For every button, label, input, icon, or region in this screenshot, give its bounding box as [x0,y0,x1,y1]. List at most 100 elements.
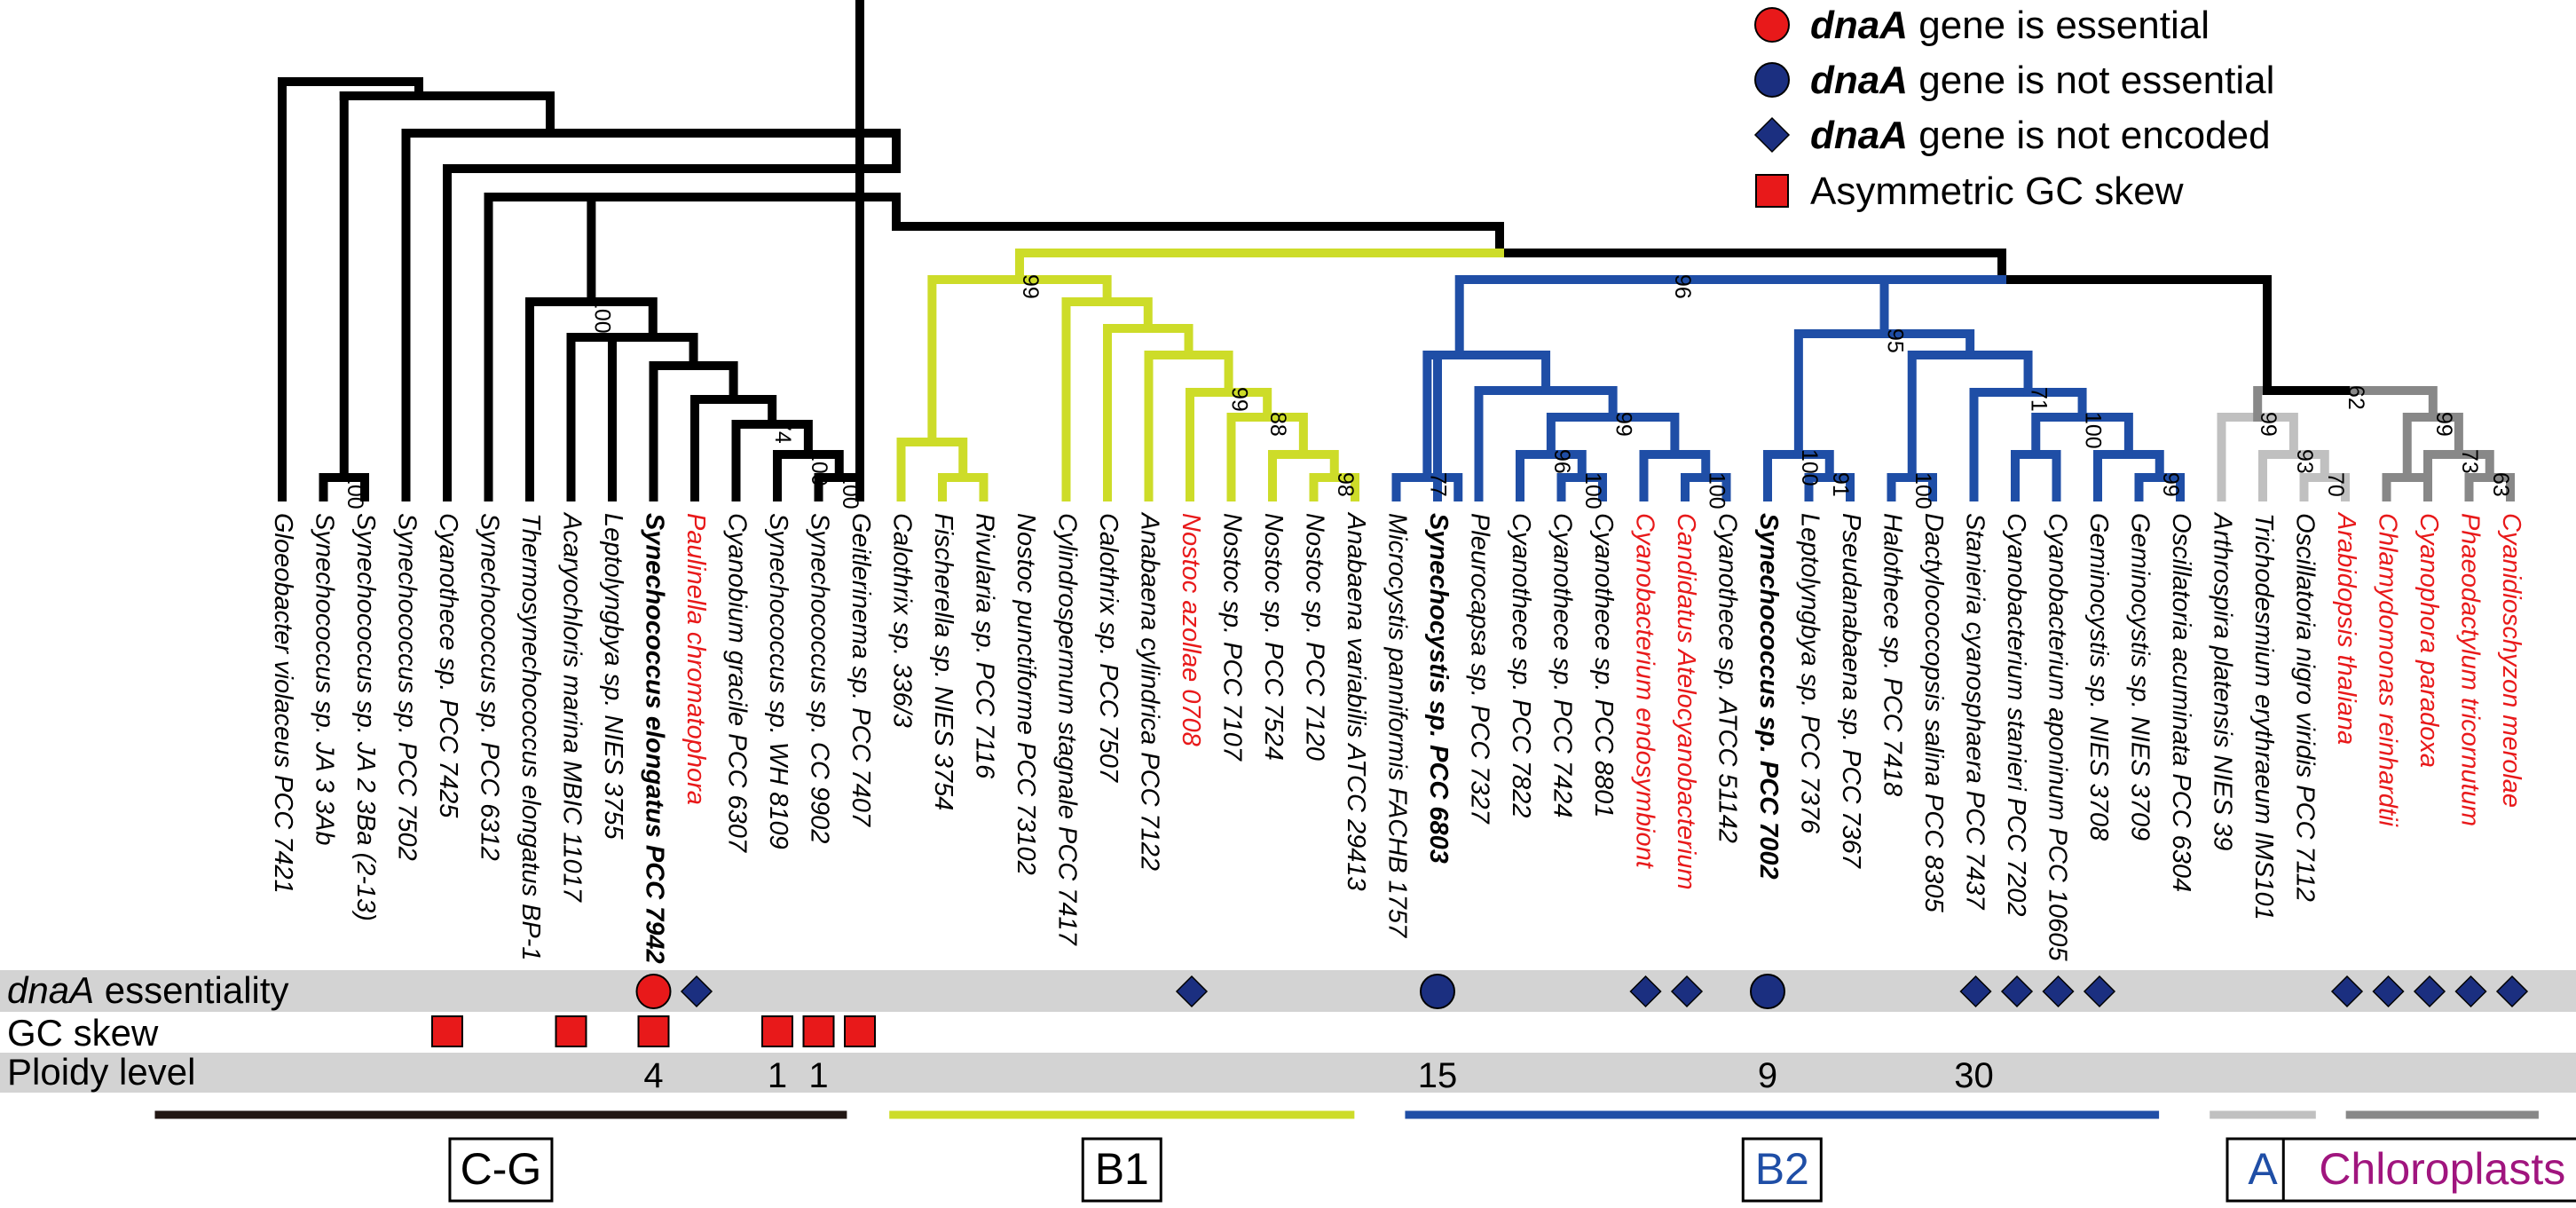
bootstrap-label: 100 [1797,449,1822,486]
bootstrap-label: 99 [2256,412,2281,437]
legend-entry: dnaA gene is not essential [1810,59,2274,102]
bootstrap-label: 100 [807,449,831,486]
taxon-label: Oscillatoria acuminata PCC 6304 [2167,513,2195,892]
taxon-label: Synechococcus sp. WH 8109 [764,513,792,849]
taxon-label: Synechococcus sp. CC 9902 [806,513,834,843]
clade-bars: C-G B1 B2 A Chloroplasts [154,1110,2576,1203]
bootstrap-label: 88 [1265,412,1290,437]
legend-not-essential-icon [1754,62,1790,98]
taxon-label: Rivularia sp. PCC 7116 [971,513,999,779]
ploidy-value: 1 [768,1056,787,1095]
not-encoded-diamond-marker [680,975,713,1008]
tree-branch [1422,351,1497,482]
ploidy-row-label: Ploidy level [7,1051,195,1093]
not-encoded-diamond-marker [2372,975,2405,1008]
ploidy-value: 15 [1418,1056,1458,1095]
taxon-label: Pseudanabaena sp. PCC 7367 [1837,513,1865,870]
legend-entry-gene: dnaA [1810,59,1908,102]
bootstrap-label: 100 [343,472,367,509]
taxon-label: Fischerella sp. NIES 3754 [929,513,957,810]
legend: dnaA gene is essential dnaA gene is not e… [1753,4,2274,213]
taxon-label: Calothrix sp. 336/3 [888,513,917,728]
bootstrap-label: 91 [1828,472,1853,497]
taxon-label: Nostoc sp. PCC 7120 [1301,513,1329,761]
tree-branch [1015,249,1504,284]
taxon-label: Trichodesmium erythraeum IMS101 [2249,513,2278,920]
taxon-label: Synechococcus sp. JA 3 3Ab [311,513,339,846]
taxon-label: Geitlerinema sp. PCC 7407 [847,513,875,828]
taxon-label: Nostoc azollae 0708 [1177,513,1205,746]
not-encoded-diamond-marker [2454,975,2487,1008]
bootstrap-label: 98 [1333,472,1358,497]
bootstrap-label: 70 [2323,472,2348,497]
taxon-label: Thermosynechococcus elongatus BP-1 [516,513,545,961]
taxon-label: Synechococcus sp. PCC 7502 [393,513,421,861]
essential-circle-marker [635,974,672,1009]
bootstrap-label: 77 [1425,472,1450,497]
legend-gc-skew-icon [1755,174,1789,208]
bootstrap-label: 96 [1670,274,1695,299]
taxon-label: Cyanobium gracile PCC 6307 [723,513,752,854]
gc-skew-square-marker [555,1015,587,1047]
taxon-label: Cyanobacterium endosymbiont [1631,513,1659,870]
taxon-label: Geminocystis sp. NIES 3708 [2084,513,2113,841]
taxon-label: Cyanothece sp. PCC 7425 [434,513,462,818]
not-encoded-diamond-marker [2495,975,2529,1008]
bootstrap-label: 99 [1227,387,1252,412]
ploidy-value: 30 [1954,1056,1994,1095]
legend-entry-text: Asymmetric GC skew [1810,170,2184,213]
clade-box [448,1137,554,1203]
essentiality-row-label-gene: dnaA [7,969,94,1011]
bootstrap-label: 96 [1549,449,1574,474]
tree-branch [1997,275,2350,395]
clade-label: C-G [461,1144,542,1194]
taxon-label: Cyanidioschyzon merolae [2497,513,2525,808]
legend-entry: dnaA gene is not encoded [1810,114,2271,157]
tree-branch [484,193,901,501]
tree-branch [566,333,658,501]
taxon-label: Paulinella chromatophora [681,513,710,805]
tree-branch [896,438,968,501]
taxon-label: Gloeobacter violaceus PCC 7421 [269,513,297,894]
bootstrap-label: 100 [1580,472,1605,509]
taxon-label: Pleurocapsa sp. PCC 7327 [1466,513,1494,825]
taxon-label: Arthrospira platensis NIES 39 [2209,511,2237,850]
tree-branch [892,193,1504,257]
taxon-label: Synechococcus sp. PCC 6312 [476,513,504,861]
not-essential-circle-marker [1420,974,1455,1009]
taxon-label: Candidatus Atelocyanobacterium [1672,513,1700,890]
clade-label: Chloroplasts [2319,1144,2565,1194]
essentiality-band [0,970,2576,1012]
taxon-label: Acaryochloris marina MBIC 11017 [558,511,587,904]
bootstrap-label: 99 [2158,472,2183,497]
not-encoded-diamond-marker [2083,975,2116,1008]
gc-skew-square-marker [431,1015,463,1047]
taxon-label: Leptolyngbya sp. PCC 7376 [1796,513,1824,834]
not-encoded-diamond-marker [2413,975,2446,1008]
legend-entry: dnaA gene is essential [1810,4,2210,47]
taxon-labels: Gloeobacter violaceus PCC 7421 Synechococ… [269,511,2525,964]
taxon-label: Cyanothece sp. PCC 7822 [1507,513,1535,817]
taxon-label: Synechococcus elongatus PCC 7942 [641,513,669,964]
gc-skew-square-marker [844,1015,876,1047]
taxon-label: Synechococcus sp. PCC 7002 [1754,513,1783,880]
taxon-label: Oscillatoria nigro viridis PCC 7112 [2291,513,2320,902]
taxon-label: Stanieria cyanosphaera PCC 7437 [1961,513,1989,911]
clade-label: B1 [1095,1144,1149,1194]
taxon-label: Anabaena variabilis ATCC 29413 [1342,511,1370,891]
ploidy-band [0,1053,2576,1093]
taxon-label: Microcystis panniformis FACHB 1757 [1383,513,1412,939]
phylogenetic-tree [278,0,2515,501]
bootstrap-label: 99 [2431,412,2456,437]
taxon-label: Geminocystis sp. NIES 3709 [2126,513,2155,841]
taxon-label: Arabidopsis thaliana [2332,511,2360,745]
not-encoded-diamond-marker [2042,975,2075,1008]
bootstrap-labels: 9910071100911009510010096997796988899991… [343,274,2513,509]
not-encoded-diamond-marker [1959,975,1992,1008]
clade-box [1741,1137,1823,1203]
taxon-label: Cyanobacterium stanieri PCC 7202 [2002,513,2030,917]
clade-box [2281,1137,2576,1203]
clade-label: A [2248,1144,2278,1194]
